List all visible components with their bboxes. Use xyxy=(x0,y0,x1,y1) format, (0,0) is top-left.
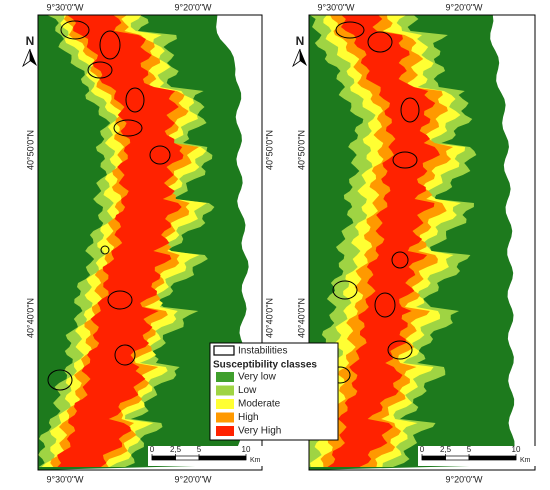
legend-swatch xyxy=(216,412,234,423)
north-arrow xyxy=(30,49,37,66)
instability xyxy=(100,245,110,255)
map xyxy=(38,15,249,470)
instability xyxy=(400,97,420,123)
legend-swatch xyxy=(216,426,234,436)
instability xyxy=(47,369,73,391)
scale-label: 2,5 xyxy=(170,445,182,454)
legend-label: High xyxy=(238,412,259,423)
instability xyxy=(87,61,113,79)
instability xyxy=(391,251,409,269)
scale-segment xyxy=(468,455,517,461)
legend-swatch xyxy=(216,385,234,396)
scale-label: 0 xyxy=(420,445,425,454)
scale-label: 5 xyxy=(197,445,202,454)
instability xyxy=(367,31,393,53)
susceptibility-zone xyxy=(57,15,184,467)
instability-swatch xyxy=(213,345,235,356)
scale-label: 0 xyxy=(150,445,155,454)
scale-segment xyxy=(445,455,470,461)
north-label: N xyxy=(296,34,305,48)
map-frame xyxy=(308,14,536,471)
north-arrow xyxy=(300,49,307,66)
scale-segment xyxy=(198,455,247,461)
coordinate-label: 9°30'0"W xyxy=(46,2,84,12)
map-frame xyxy=(37,14,263,471)
coordinate-label: 9°20'0"W xyxy=(445,2,483,12)
instability xyxy=(114,344,136,366)
scale-segment xyxy=(421,455,446,461)
instability xyxy=(335,21,365,39)
coordinate-label: 40°50'0"N xyxy=(296,130,306,170)
coordinate-label: 9°30'0"W xyxy=(46,474,84,484)
scale-unit: Km xyxy=(250,457,261,464)
legend-title: Susceptibility classes xyxy=(213,360,317,371)
north-arrow xyxy=(292,48,301,68)
coordinate-label: 40°50'0"N xyxy=(25,130,35,170)
legend-label: Very low xyxy=(238,372,277,383)
instability xyxy=(113,119,143,137)
instability xyxy=(125,87,145,113)
north-label: N xyxy=(26,34,35,48)
scale-segment xyxy=(175,455,200,461)
legend-label: Very High xyxy=(238,426,281,437)
coordinate-label: 40°40'0"N xyxy=(296,298,306,338)
coordinate-label: 9°30'0"W xyxy=(317,2,355,12)
scale-segment xyxy=(151,455,176,461)
legend-label: Low xyxy=(238,385,257,396)
coordinate-label: 9°20'0"W xyxy=(174,2,212,12)
instability xyxy=(99,30,121,60)
legend-label: Instabilities xyxy=(238,346,287,357)
instability xyxy=(392,151,418,169)
coordinate-label: 40°50'0"N xyxy=(264,130,274,170)
susceptibility-zone xyxy=(327,15,440,467)
coordinate-label: 40°40'0"N xyxy=(25,298,35,338)
legend-swatch xyxy=(216,399,234,409)
instability xyxy=(107,290,133,310)
instability xyxy=(387,340,413,360)
north-arrow xyxy=(22,48,31,68)
scale-label: 5 xyxy=(467,445,472,454)
instability xyxy=(332,280,358,300)
legend-label: Moderate xyxy=(238,399,281,410)
instability xyxy=(149,145,171,165)
legend-swatch xyxy=(216,372,234,382)
instability xyxy=(374,292,396,318)
scale-unit: Km xyxy=(520,457,531,464)
scale-label: 10 xyxy=(242,445,251,454)
coordinate-label: 40°40'0"N xyxy=(264,298,274,338)
scale-label: 2,5 xyxy=(440,445,452,454)
scale-label: 10 xyxy=(512,445,521,454)
instability xyxy=(60,20,90,40)
coordinate-label: 9°20'0"W xyxy=(174,474,212,484)
coordinate-label: 9°20'0"W xyxy=(445,474,483,484)
map xyxy=(309,15,515,470)
